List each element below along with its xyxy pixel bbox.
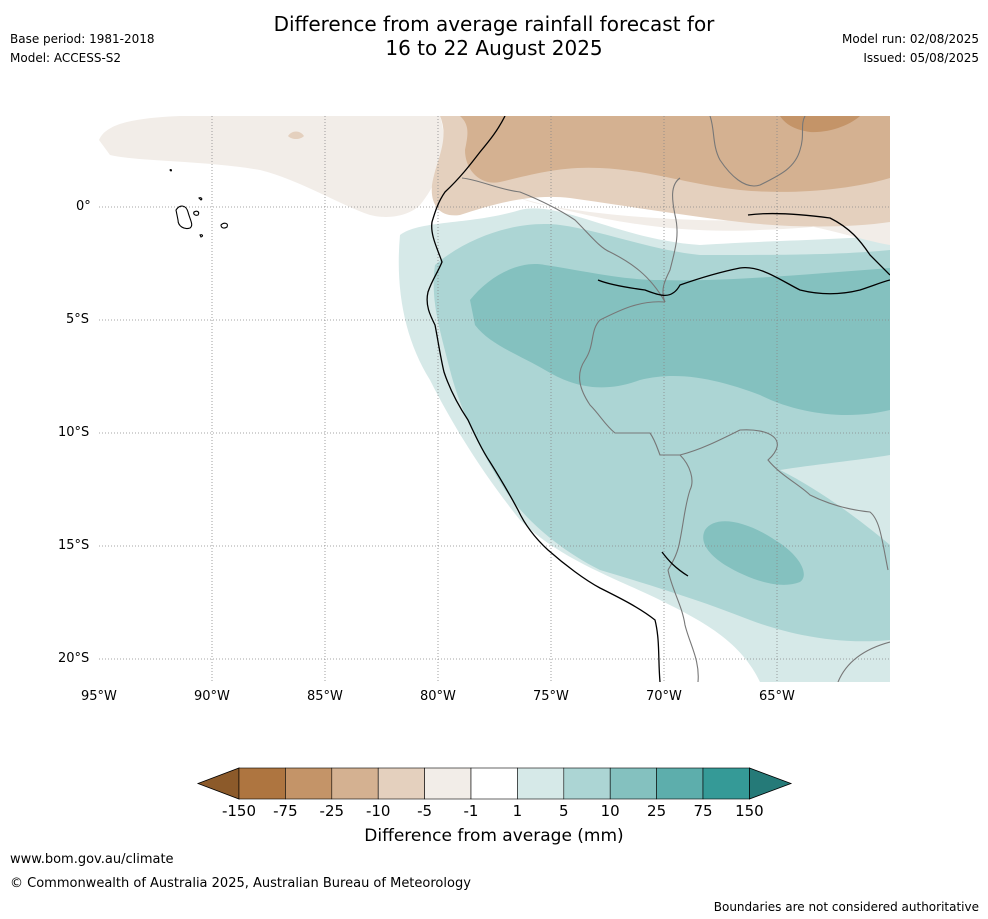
lat-label: 5°S <box>66 312 90 327</box>
lon-label: 75°W <box>533 689 569 704</box>
colorbar-title: Difference from average (mm) <box>364 826 624 846</box>
base-period-label: Base period: 1981-2018 <box>10 32 155 46</box>
colorbar-tick-label: -25 <box>319 802 345 820</box>
colorbar-swatch <box>702 767 750 800</box>
lat-label: 0° <box>76 199 91 214</box>
lon-label: 90°W <box>194 689 230 704</box>
colorbar-arrow-left <box>196 767 240 800</box>
lat-label: 10°S <box>58 425 90 440</box>
colorbar-swatch <box>285 767 333 800</box>
chart-title: Difference from average rainfall forecas… <box>0 12 988 60</box>
colorbar-swatch <box>377 767 425 800</box>
anomaly-neg1-to-neg5-east <box>520 198 890 245</box>
colorbar-tick-label: -1 <box>463 802 479 820</box>
colorbar-tick-label: 10 <box>600 802 620 820</box>
title-line-1: Difference from average rainfall forecas… <box>273 12 715 36</box>
colorbar-tick-label: 25 <box>647 802 667 820</box>
lat-label: 20°S <box>58 651 90 666</box>
colorbar-tick-label: -75 <box>273 802 298 820</box>
colorbar-tick-label: -10 <box>365 802 391 820</box>
galapagos-islands <box>169 169 228 238</box>
colorbar-swatch <box>238 767 286 800</box>
colorbar-swatch <box>331 767 379 800</box>
graticule <box>99 116 890 682</box>
model-run-label: Model run: 02/08/2025 <box>841 32 979 46</box>
anomaly-neg25-to-neg75 <box>780 116 860 133</box>
lon-label: 70°W <box>646 689 682 704</box>
colorbar-swatch <box>470 767 518 800</box>
colorbar-swatch <box>609 767 657 800</box>
colorbar-tick-label: 75 <box>693 802 713 820</box>
colorbar-tick-label: 1 <box>512 802 523 820</box>
country-borders <box>461 116 890 682</box>
website-text: www.bom.gov.au/climate <box>10 852 174 867</box>
colorbar-tick-label: -5 <box>417 802 433 820</box>
issued-label: Issued: 05/08/2025 <box>863 51 979 65</box>
colorbar-swatch <box>563 767 611 800</box>
colorbar-swatch <box>517 767 565 800</box>
colorbar-arrow-right <box>749 767 793 800</box>
lon-label: 85°W <box>307 689 343 704</box>
lat-label: 15°S <box>58 538 90 553</box>
anomaly-10-to-25 <box>470 264 890 415</box>
lon-label: 65°W <box>759 689 795 704</box>
disclaimer-text: Boundaries are not considered authoritat… <box>713 900 979 914</box>
lon-label: 95°W <box>81 689 117 704</box>
colorbar-tick-label: 5 <box>559 802 569 820</box>
anomaly-10-to-25-south <box>703 521 804 585</box>
anomaly-neg1-to-neg5 <box>99 116 444 217</box>
model-label: Model: ACCESS-S2 <box>10 51 122 65</box>
colorbar-tick-label: -150 <box>221 802 257 820</box>
coastline <box>426 116 890 682</box>
title-line-2: 16 to 22 August 2025 <box>385 36 603 60</box>
anomaly-neg-small-patch <box>288 131 304 139</box>
colorbar-swatch <box>424 767 472 800</box>
colorbar-swatch <box>656 767 704 800</box>
copyright-text: © Commonwealth of Australia 2025, Austra… <box>10 876 471 891</box>
lon-label: 80°W <box>420 689 456 704</box>
colorbar-tick-label: 150 <box>735 802 764 820</box>
